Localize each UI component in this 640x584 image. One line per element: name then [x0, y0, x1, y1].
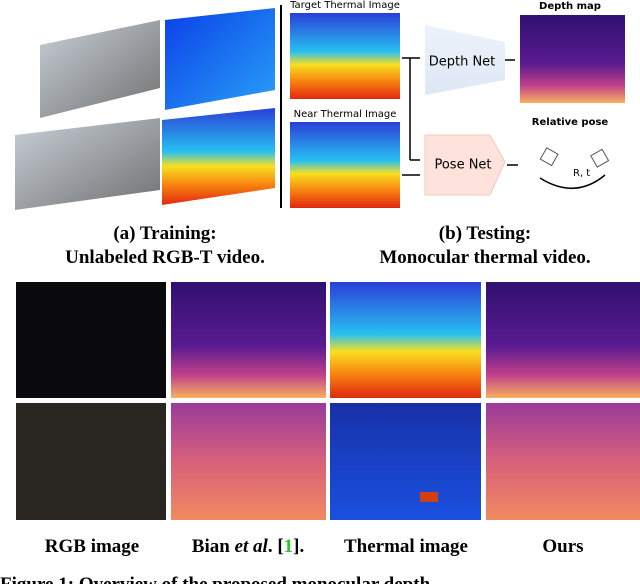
training-images	[15, 8, 275, 210]
bracket: ].	[293, 536, 304, 557]
camera-icon	[590, 148, 610, 168]
label: Depth map	[539, 1, 601, 12]
net-label: Pose Net	[434, 158, 491, 173]
caption-text: Overview of the proposed monocular depth	[79, 574, 431, 584]
caption-prefix: Figure 1:	[0, 574, 74, 584]
depth-map	[520, 15, 625, 103]
thermal-image	[290, 122, 400, 208]
column-label: RGB image	[45, 536, 139, 557]
caption-sub: Monocular thermal video.	[379, 247, 590, 268]
author: Bian	[192, 536, 230, 557]
column-label: Ours	[542, 536, 583, 557]
citation: 1	[284, 536, 294, 557]
net-label: Depth Net	[429, 55, 496, 70]
caption-sub: Unlabeled RGB-T video.	[65, 247, 265, 268]
label: Near Thermal Image	[294, 109, 397, 120]
pose-symbol: R, t	[573, 168, 590, 179]
label: Target Thermal Image	[289, 0, 400, 11]
comparison-grid	[16, 282, 640, 520]
pose-net	[424, 134, 506, 196]
bracket: . [	[268, 536, 284, 557]
column-label: Thermal image	[344, 536, 468, 557]
column-label: Bian et al. [1].	[192, 536, 304, 557]
figure-caption: Figure 1: Overview of the proposed monoc…	[0, 574, 431, 584]
camera-icon	[539, 147, 559, 167]
caption-title: (b) Testing:	[439, 223, 531, 244]
depth-net	[425, 25, 505, 95]
caption-title: (a) Training:	[113, 223, 216, 244]
thermal-image	[290, 13, 400, 99]
et-al: et al	[235, 536, 269, 557]
label: Relative pose	[532, 117, 609, 128]
